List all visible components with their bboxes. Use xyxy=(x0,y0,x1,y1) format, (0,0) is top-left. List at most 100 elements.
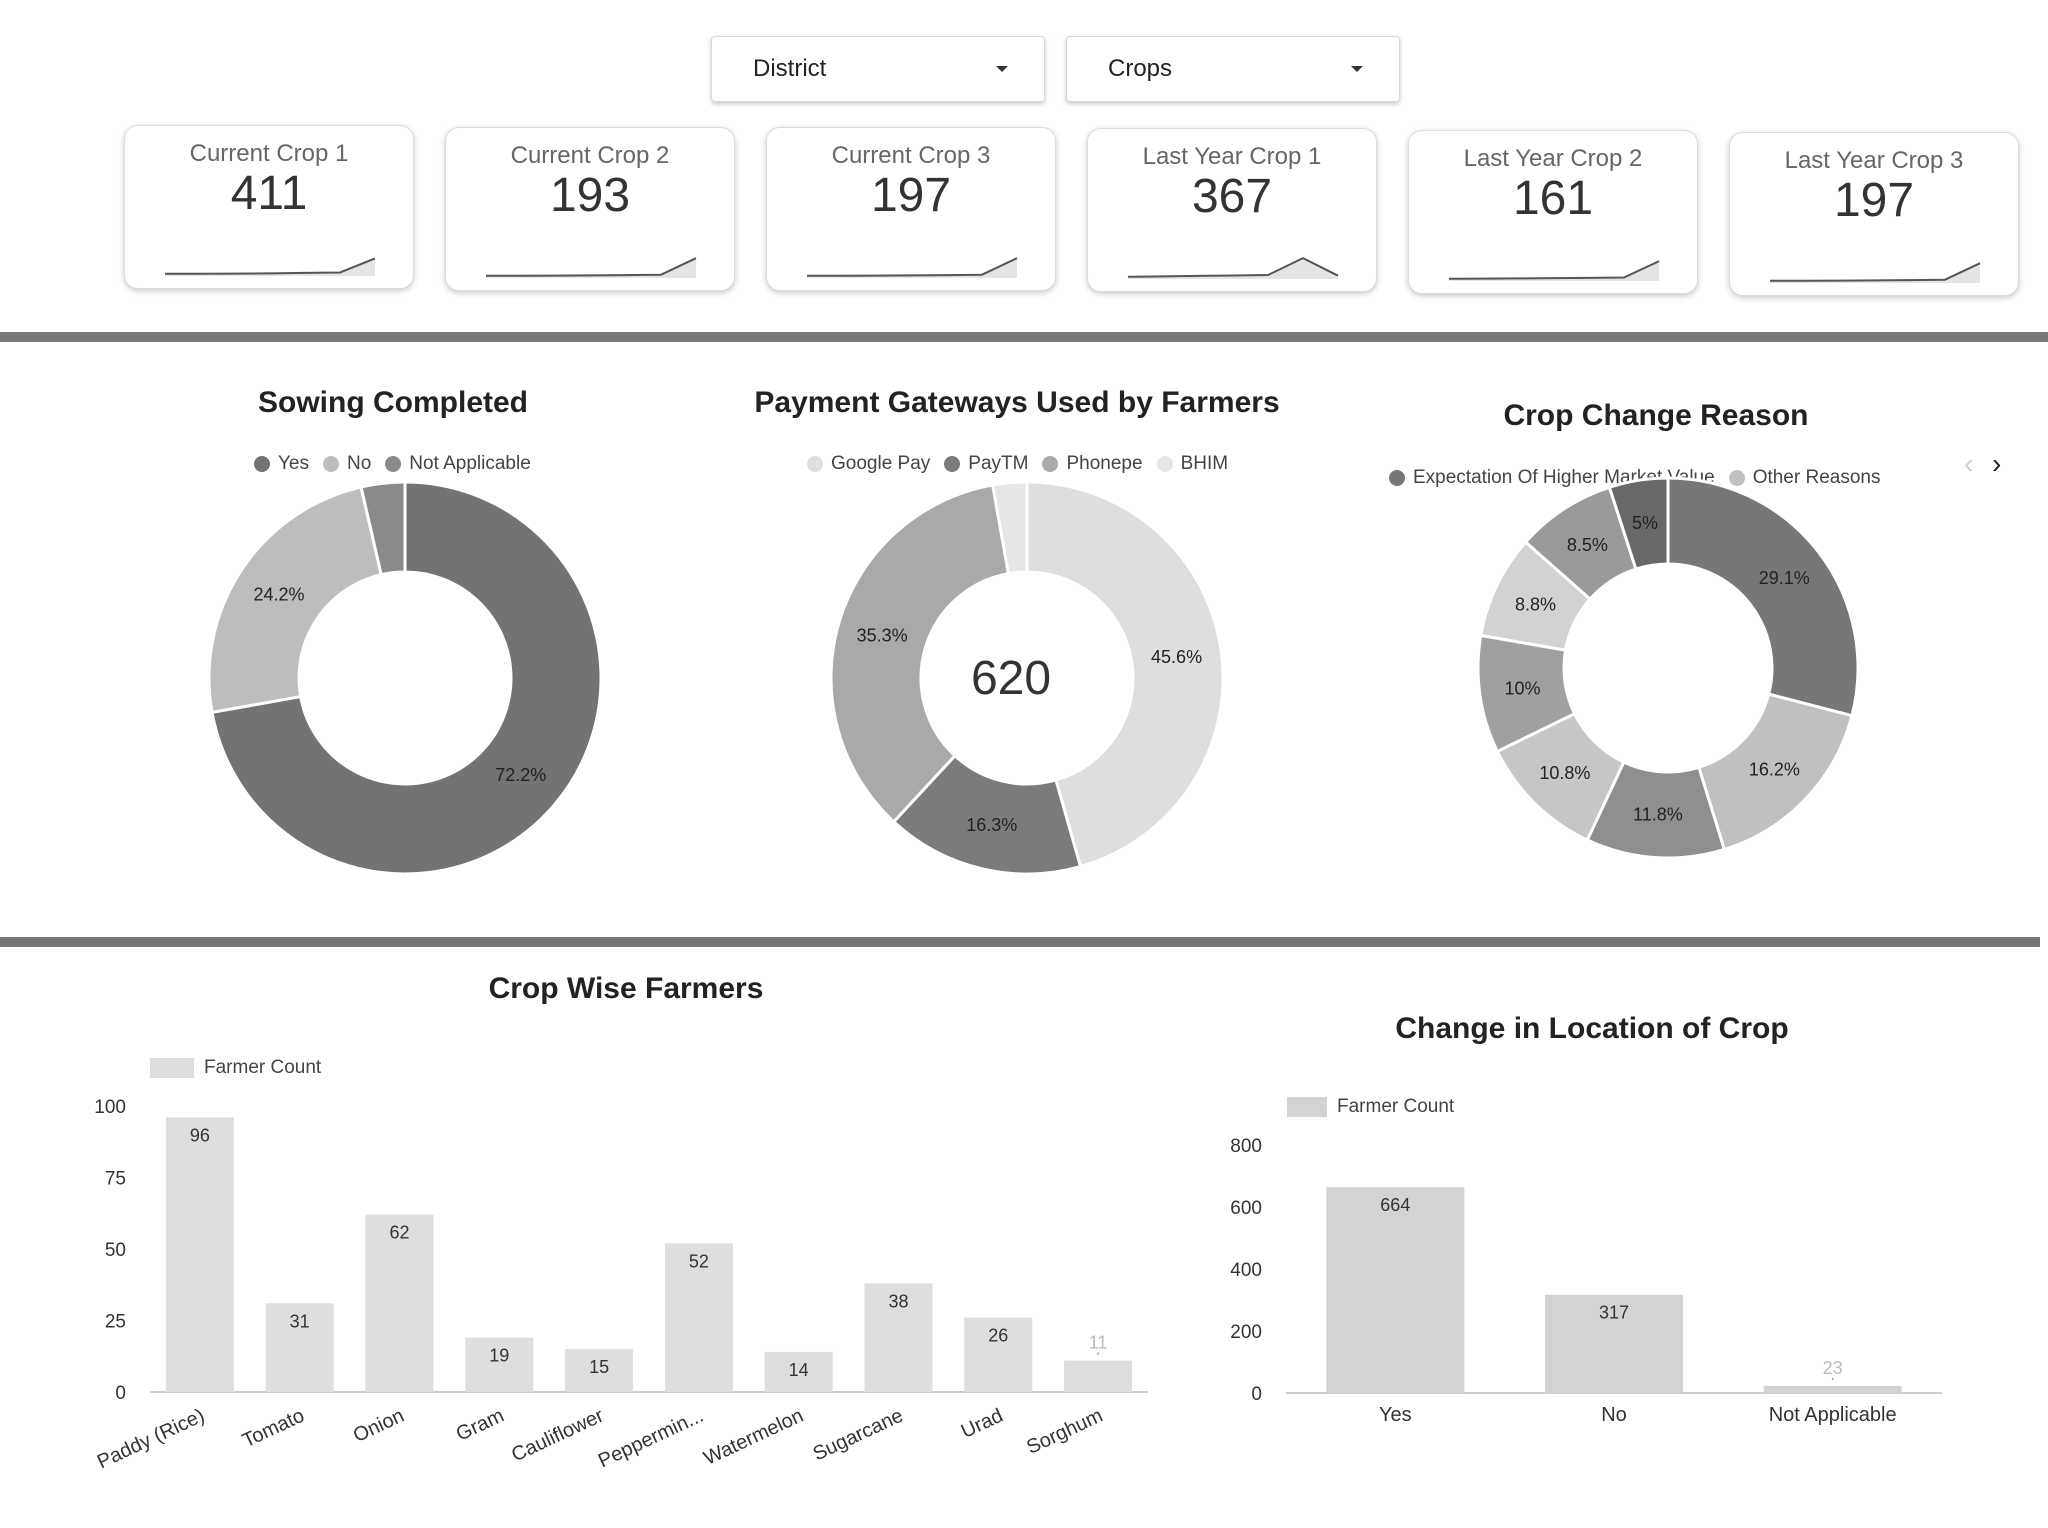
legend-label: Not Applicable xyxy=(409,453,531,474)
x-tick-label: Gram xyxy=(453,1405,508,1446)
kpi-value: 197 xyxy=(870,169,952,222)
donut-center-value: 620 xyxy=(971,652,1051,705)
x-tick-label: No xyxy=(1601,1404,1627,1426)
kpi-value: 411 xyxy=(230,167,308,220)
legend-label: Google Pay xyxy=(831,453,931,474)
bar-value-label: 38 xyxy=(888,1291,908,1311)
bar xyxy=(764,1351,833,1392)
sowing-completed-chart: 72.2% 24.2% xyxy=(207,480,603,876)
legend-item: Other Reasons xyxy=(1728,467,1881,489)
kpi-sparkline xyxy=(1770,262,1981,283)
chevron-left-icon[interactable]: ‹ xyxy=(1964,448,1974,479)
y-tick-label: 100 xyxy=(94,1097,126,1118)
legend-label: Yes xyxy=(278,453,309,474)
legend-dot xyxy=(1728,470,1745,486)
legend-item: Yes xyxy=(254,453,309,475)
donut-slice xyxy=(1666,476,1860,718)
slice-label: 8.8% xyxy=(1515,594,1556,614)
x-tick-label: Onion xyxy=(350,1405,408,1447)
kpi-sparkline xyxy=(807,257,1018,278)
legend-label: Farmer Count xyxy=(204,1057,322,1078)
slice-label: 45.6% xyxy=(1151,647,1202,667)
slice-label: 10% xyxy=(1504,679,1540,699)
chevron-down-icon xyxy=(996,66,1008,72)
crop-wise-farmers-legend: Farmer Count xyxy=(150,1057,321,1079)
donut-slice xyxy=(1025,480,1225,869)
slice-label: 11.8% xyxy=(1633,805,1683,825)
legend-label: Other Reasons xyxy=(1752,467,1881,488)
legend-item: No xyxy=(323,453,371,475)
kpi-label: Last Year Crop 3 xyxy=(1784,147,1964,174)
legend-dot xyxy=(254,456,270,472)
kpi-sparkline xyxy=(486,257,697,278)
x-tick-label: Sorghum xyxy=(1023,1405,1106,1459)
y-tick-label: 50 xyxy=(105,1240,126,1261)
sowing-completed-title: Sowing Completed xyxy=(258,386,528,419)
legend-item: Not Applicable xyxy=(385,453,531,475)
slice-label: 35.3% xyxy=(857,625,908,645)
crop-change-reason-chart: 29.1% 16.2% 11.8% 10.8% 10% 8.8% 8.5% 5% xyxy=(1476,476,1860,860)
y-tick-label: 0 xyxy=(1251,1384,1262,1405)
donut-slice xyxy=(990,480,1029,576)
bar-value-label: 14 xyxy=(789,1360,809,1380)
crops-dropdown[interactable]: Crops xyxy=(1066,36,1400,102)
legend-dot xyxy=(807,456,823,472)
legend-item: Phonepe xyxy=(1042,453,1143,475)
kpi-card: Last Year Crop 2 161 xyxy=(1408,130,1698,294)
y-tick-label: 200 xyxy=(1230,1322,1262,1343)
change-location-chart: 0 200 400 600 800 664 Yes 317 No 23 Not Applicable xyxy=(1230,1136,1942,1426)
x-tick-label: Watermelon xyxy=(700,1405,806,1470)
slice-label: 24.2% xyxy=(254,585,305,605)
x-tick-label: Cauliflower xyxy=(508,1404,607,1466)
bar-value-label: 317 xyxy=(1599,1303,1629,1323)
legend-dot xyxy=(385,456,402,472)
bar xyxy=(1545,1294,1683,1393)
y-tick-label: 0 xyxy=(115,1383,126,1404)
kpi-sparkline xyxy=(1127,256,1339,279)
bar xyxy=(664,1243,733,1392)
sparkline-line xyxy=(486,257,697,277)
kpi-card: Last Year Crop 1 367 xyxy=(1087,128,1377,292)
section-divider xyxy=(0,332,2048,342)
legend-item: PayTM xyxy=(944,453,1028,475)
sparkline-line xyxy=(807,257,1018,277)
sowing-completed-legend: Yes No Not Applicable xyxy=(254,453,545,475)
slice-label: 8.5% xyxy=(1567,535,1608,555)
legend-dot xyxy=(1156,456,1173,472)
chevron-down-icon xyxy=(1351,66,1363,72)
bar xyxy=(165,1117,234,1392)
slice-label: 10.8% xyxy=(1539,763,1590,783)
chevron-right-icon[interactable]: › xyxy=(1992,448,2002,479)
donut-slice xyxy=(359,480,407,577)
kpi-label: Current Crop 1 xyxy=(189,140,349,167)
legend-dot xyxy=(323,456,339,472)
donut-slice xyxy=(891,753,1083,876)
kpi-card: Current Crop 2 193 xyxy=(445,127,735,291)
slice-label: 16.3% xyxy=(966,815,1017,835)
legend-swatch xyxy=(150,1058,194,1078)
legend-dot xyxy=(1042,456,1059,472)
bar xyxy=(365,1214,434,1392)
x-tick-label: Peppermin... xyxy=(595,1405,707,1473)
bar xyxy=(964,1317,1033,1392)
kpi-sparkline xyxy=(165,257,376,276)
kpi-card: Current Crop 1 411 xyxy=(124,125,414,289)
x-tick-label: Paddy (Rice) xyxy=(94,1405,208,1474)
donut-slice xyxy=(829,483,1011,824)
sparkline-line xyxy=(1127,256,1339,278)
sparkline-line xyxy=(1770,262,1981,282)
change-location-title: Change in Location of Crop xyxy=(1395,1012,1789,1045)
district-dropdown[interactable]: District xyxy=(711,36,1045,102)
legend-item: Google Pay xyxy=(807,453,930,475)
kpi-value: 193 xyxy=(549,169,631,222)
y-tick-label: 75 xyxy=(105,1169,126,1190)
y-tick-label: 600 xyxy=(1230,1198,1262,1219)
kpi-label: Current Crop 3 xyxy=(831,142,991,169)
kpi-sparkline xyxy=(1448,260,1660,281)
slice-label: 29.1% xyxy=(1759,568,1810,588)
crop-wise-farmers-title: Crop Wise Farmers xyxy=(488,972,764,1005)
legend-label: PayTM xyxy=(968,453,1029,474)
bar-value-label: 664 xyxy=(1380,1195,1410,1215)
kpi-value: 161 xyxy=(1512,172,1594,225)
legend-dot xyxy=(1389,470,1405,486)
